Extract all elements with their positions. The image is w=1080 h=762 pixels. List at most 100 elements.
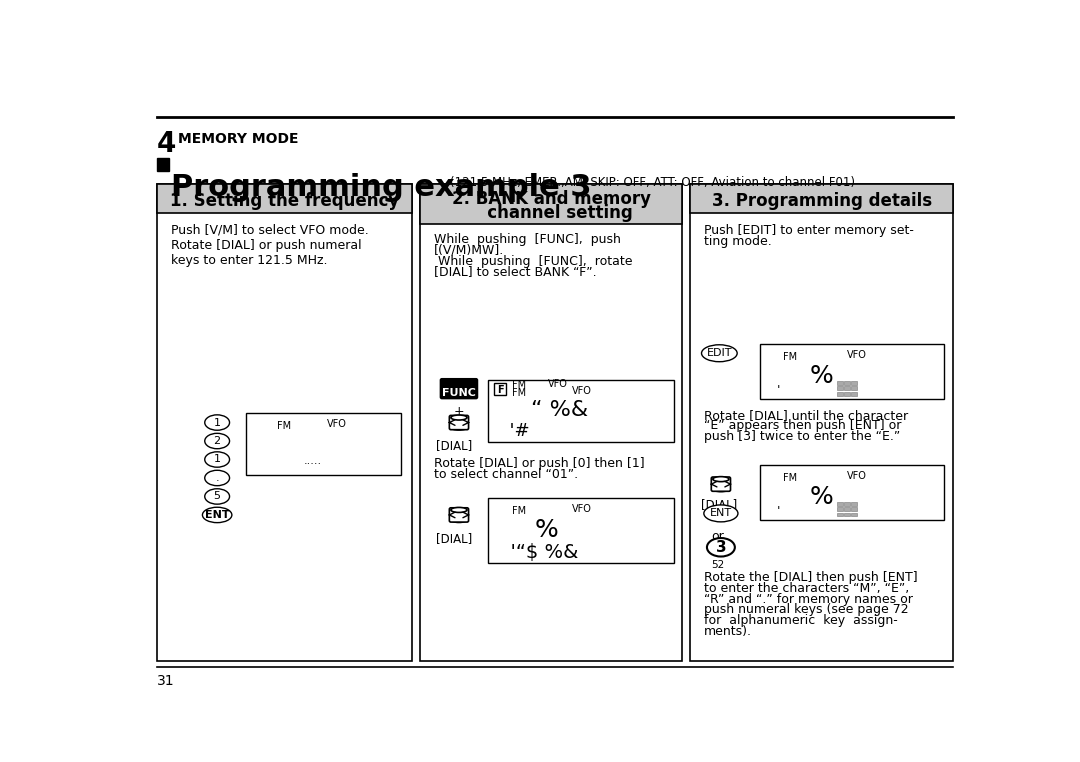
Bar <box>851 381 856 385</box>
Text: %: % <box>810 485 834 509</box>
Text: [(V/M)MW].: [(V/M)MW]. <box>434 244 504 257</box>
Text: Rotate the [DIAL] then push [ENT]: Rotate the [DIAL] then push [ENT] <box>704 572 918 584</box>
Text: [DIAL]: [DIAL] <box>701 498 737 511</box>
Bar <box>851 502 856 506</box>
Text: “E” appears then push [ENT] or: “E” appears then push [ENT] or <box>704 419 901 433</box>
Text: ENT: ENT <box>710 508 732 518</box>
Text: %: % <box>810 364 834 388</box>
Bar <box>845 381 850 385</box>
Text: ments).: ments). <box>704 625 752 638</box>
Bar <box>759 465 944 520</box>
Text: Rotate [DIAL] until the character: Rotate [DIAL] until the character <box>704 408 908 421</box>
Bar <box>837 513 842 517</box>
Text: push [3] twice to enter the “E.”: push [3] twice to enter the “E.” <box>704 431 900 443</box>
Bar <box>845 392 850 395</box>
Ellipse shape <box>205 470 230 485</box>
Bar <box>690 184 954 661</box>
Text: VFO: VFO <box>572 504 592 514</box>
Ellipse shape <box>205 488 230 504</box>
Text: .: . <box>215 473 219 483</box>
Ellipse shape <box>702 344 738 362</box>
Text: VFO: VFO <box>847 471 866 481</box>
Text: VFO: VFO <box>572 386 592 396</box>
Ellipse shape <box>205 415 230 431</box>
Text: 1. Setting the frequency: 1. Setting the frequency <box>170 192 400 210</box>
Bar <box>845 502 850 506</box>
Text: 3. Programming details: 3. Programming details <box>712 192 932 210</box>
Text: '“$ %&: '“$ %& <box>498 543 578 562</box>
Bar <box>488 498 674 563</box>
FancyBboxPatch shape <box>449 415 469 430</box>
Ellipse shape <box>450 517 467 523</box>
Text: FUNC: FUNC <box>442 388 476 398</box>
Bar <box>845 386 850 390</box>
Text: [DIAL]: [DIAL] <box>435 532 472 545</box>
Bar <box>837 386 842 390</box>
Bar <box>851 507 856 511</box>
Text: EDIT: EDIT <box>706 348 732 358</box>
Text: 2: 2 <box>214 436 220 446</box>
Text: Rotate [DIAL] or push [0] then [1]: Rotate [DIAL] or push [0] then [1] <box>434 457 645 470</box>
Bar <box>837 502 842 506</box>
Text: MEMORY MODE: MEMORY MODE <box>178 133 299 146</box>
Bar <box>837 507 842 511</box>
Text: 4: 4 <box>157 130 176 158</box>
Text: 31: 31 <box>157 674 174 687</box>
Bar <box>851 513 856 517</box>
Text: While  pushing  [FUNC],  rotate: While pushing [FUNC], rotate <box>434 255 633 267</box>
Ellipse shape <box>202 507 232 523</box>
Text: FM: FM <box>783 472 797 482</box>
Ellipse shape <box>450 415 467 420</box>
Text: VFO: VFO <box>548 379 568 389</box>
Ellipse shape <box>450 507 467 512</box>
Bar <box>420 184 683 224</box>
Ellipse shape <box>707 538 734 556</box>
Text: channel setting: channel setting <box>470 204 633 222</box>
Bar <box>157 158 170 171</box>
Bar <box>420 184 683 661</box>
Bar <box>690 184 954 213</box>
Text: VFO: VFO <box>847 351 866 360</box>
Ellipse shape <box>205 452 230 467</box>
Bar <box>851 386 856 390</box>
Text: FM: FM <box>512 380 526 390</box>
Text: push numeral keys (see page 72: push numeral keys (see page 72 <box>704 604 908 616</box>
Bar <box>837 392 842 395</box>
Text: Push [EDIT] to enter memory set-: Push [EDIT] to enter memory set- <box>704 224 914 237</box>
Bar <box>488 380 674 442</box>
Text: '#: '# <box>498 422 529 440</box>
Text: 2. BANK and memory: 2. BANK and memory <box>451 190 650 208</box>
Text: “ %&: “ %& <box>531 400 589 420</box>
Text: ENT: ENT <box>205 510 229 520</box>
Text: “R” and “.” for memory names or: “R” and “.” for memory names or <box>704 593 913 606</box>
Text: While  pushing  [FUNC],  push: While pushing [FUNC], push <box>434 233 621 246</box>
Text: .....: ..... <box>303 456 322 466</box>
Text: Push [V/M] to select VFO mode.
Rotate [DIAL] or push numeral
keys to enter 121.5: Push [V/M] to select VFO mode. Rotate [D… <box>171 224 368 267</box>
Text: Programming example 3: Programming example 3 <box>172 173 592 202</box>
Text: 1: 1 <box>214 454 220 465</box>
Text: ting mode.: ting mode. <box>704 235 771 248</box>
FancyBboxPatch shape <box>712 477 730 491</box>
Text: F: F <box>497 385 503 395</box>
Text: ': ' <box>769 505 781 518</box>
Bar <box>845 513 850 517</box>
Bar <box>157 184 413 661</box>
Text: 52: 52 <box>712 559 725 570</box>
Bar <box>851 392 856 395</box>
Ellipse shape <box>713 477 729 482</box>
Bar <box>246 413 401 475</box>
Text: 5: 5 <box>214 491 220 501</box>
Ellipse shape <box>704 505 738 522</box>
Text: FM: FM <box>512 506 526 516</box>
Text: FM: FM <box>783 352 797 362</box>
Bar <box>157 184 413 213</box>
Text: 3: 3 <box>716 539 726 555</box>
Text: %: % <box>535 518 558 542</box>
Ellipse shape <box>205 434 230 449</box>
Bar <box>845 507 850 511</box>
Text: (121.5 MHz, EMER.,AM, SKIP: OFF, ATT: OFF, Aviation to channel F01): (121.5 MHz, EMER.,AM, SKIP: OFF, ATT: OF… <box>449 176 854 189</box>
Text: for  alphanumeric  key  assign-: for alphanumeric key assign- <box>704 614 897 627</box>
Text: or: or <box>711 530 724 543</box>
FancyBboxPatch shape <box>449 507 469 522</box>
Text: ': ' <box>769 384 781 397</box>
